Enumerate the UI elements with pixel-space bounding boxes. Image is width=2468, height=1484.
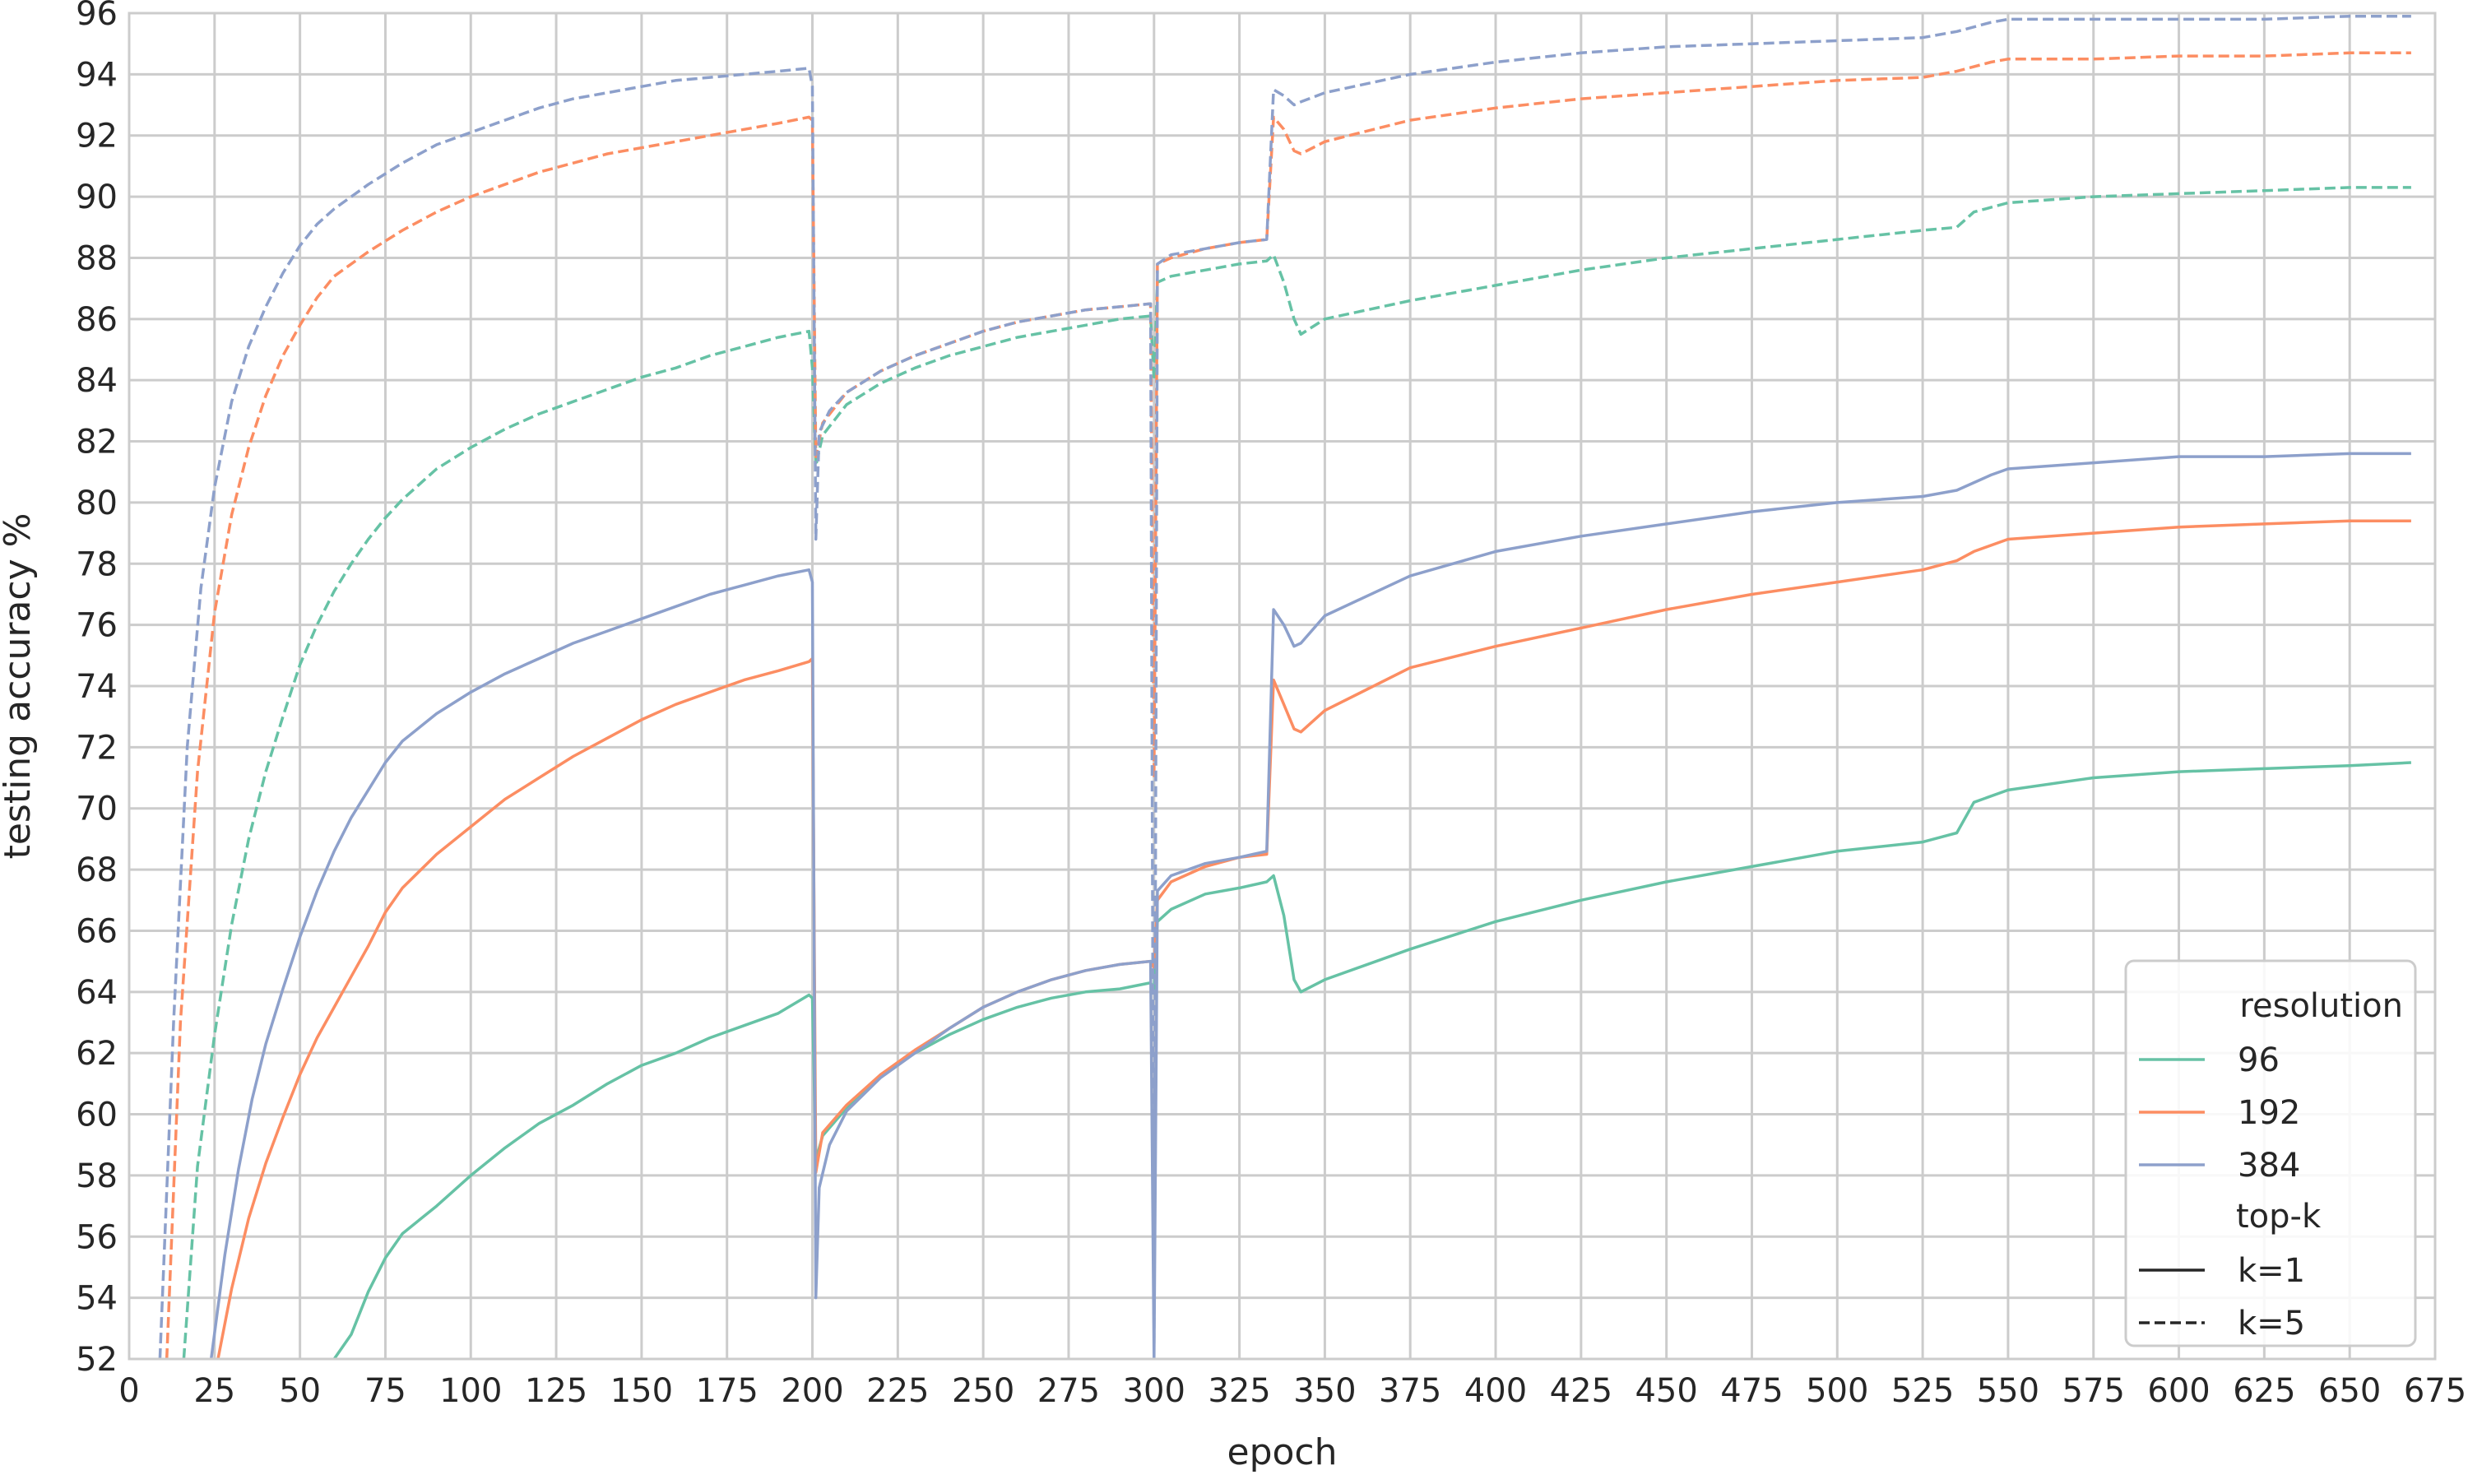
y-tick-label: 58 <box>76 1157 118 1195</box>
y-tick-label: 92 <box>76 118 118 155</box>
x-tick-label: 125 <box>525 1372 587 1410</box>
x-tick-label: 225 <box>866 1372 929 1410</box>
legend-title-topk: top-k <box>2236 1198 2322 1236</box>
x-tick-label: 0 <box>118 1372 139 1410</box>
y-tick-label: 62 <box>76 1035 118 1073</box>
x-tick-label: 100 <box>439 1372 502 1410</box>
y-tick-label: 52 <box>76 1341 118 1379</box>
legend-label-192: 192 <box>2238 1094 2300 1132</box>
series-lines <box>158 14 2411 1359</box>
x-tick-label: 200 <box>781 1372 843 1410</box>
y-tick-label: 64 <box>76 974 118 1012</box>
x-tick-label: 275 <box>1037 1372 1100 1410</box>
x-tick-label: 75 <box>364 1372 406 1410</box>
x-tick-label: 500 <box>1806 1372 1868 1410</box>
x-tick-label: 650 <box>2318 1372 2381 1410</box>
x-tick-label: 475 <box>1720 1372 1783 1410</box>
x-tick-label: 50 <box>279 1372 321 1410</box>
x-tick-label: 575 <box>2062 1372 2125 1410</box>
y-tick-label: 78 <box>76 545 118 583</box>
y-tick-label: 72 <box>76 729 118 767</box>
x-tick-label: 525 <box>1891 1372 1954 1410</box>
series-line-384-k1 <box>209 452 2411 1359</box>
y-tick-label: 96 <box>76 0 118 33</box>
legend-label-384: 384 <box>2238 1147 2300 1185</box>
series-line-192-k1 <box>216 519 2411 1359</box>
x-tick-label: 425 <box>1550 1372 1612 1410</box>
y-tick-label: 74 <box>76 668 118 706</box>
y-tick-label: 86 <box>76 301 118 339</box>
x-tick-label: 325 <box>1208 1372 1270 1410</box>
y-tick-label: 68 <box>76 851 118 889</box>
y-tick-label: 88 <box>76 239 118 277</box>
legend: resolution top-k 96 192 384 k=1 k=5 <box>2124 959 2417 1347</box>
y-tick-label: 70 <box>76 791 118 828</box>
x-tick-label: 400 <box>1464 1372 1527 1410</box>
x-tick-label: 300 <box>1123 1372 1185 1410</box>
x-tick-label: 550 <box>1977 1372 2039 1410</box>
x-axis-label: epoch <box>1227 1431 1338 1473</box>
x-tick-label: 175 <box>696 1372 758 1410</box>
y-axis-label: testing accuracy % <box>0 513 39 860</box>
y-tick-label: 94 <box>76 56 118 94</box>
y-tick-label: 90 <box>76 179 118 216</box>
x-tick-label: 25 <box>193 1372 235 1410</box>
legend-box <box>2124 959 2417 1347</box>
x-tick-label: 150 <box>610 1372 673 1410</box>
x-tick-label: 450 <box>1635 1372 1697 1410</box>
y-tick-label: 56 <box>76 1218 118 1256</box>
y-tick-label: 84 <box>76 362 118 400</box>
plot-border <box>128 12 2437 1361</box>
series-line-96-k5 <box>182 186 2411 1359</box>
x-tick-label: 625 <box>2233 1372 2295 1410</box>
legend-label-96: 96 <box>2238 1041 2280 1079</box>
grid <box>128 12 2437 1361</box>
y-tick-label: 60 <box>76 1097 118 1134</box>
series-line-384-k5 <box>158 14 2411 1359</box>
plot-frame <box>128 12 2437 1361</box>
legend-title-resolution: resolution <box>2239 987 2403 1025</box>
x-tick-label: 250 <box>952 1372 1014 1410</box>
y-tick-label: 54 <box>76 1280 118 1318</box>
x-tick-label: 350 <box>1293 1372 1356 1410</box>
legend-label-k5: k=5 <box>2238 1305 2305 1343</box>
series-line-96-k1 <box>332 761 2411 1359</box>
x-tick-label: 600 <box>2147 1372 2210 1410</box>
legend-label-k1: k=1 <box>2238 1252 2305 1290</box>
y-tick-label: 76 <box>76 607 118 645</box>
tick-labels: 0 25 50 75 100 125 150 175 200 225 250 275 300 325 350… <box>76 0 2466 1410</box>
y-tick-label: 80 <box>76 485 118 522</box>
series-line-192-k5 <box>165 51 2411 1359</box>
y-tick-label: 82 <box>76 424 118 461</box>
y-tick-label: 66 <box>76 912 118 950</box>
x-tick-label: 675 <box>2404 1372 2466 1410</box>
x-tick-label: 375 <box>1379 1372 1441 1410</box>
